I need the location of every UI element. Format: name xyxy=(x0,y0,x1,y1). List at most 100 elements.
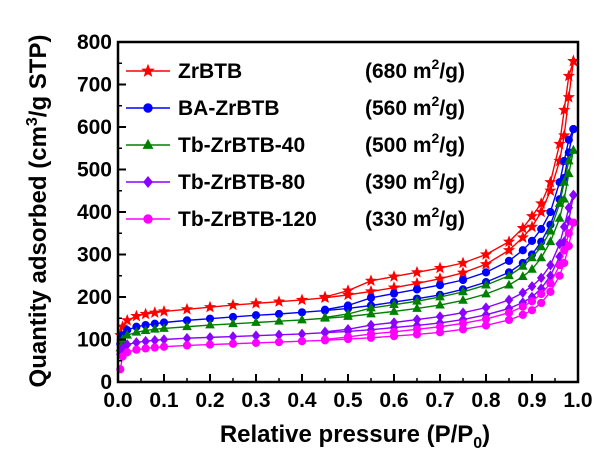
desorption-point xyxy=(568,145,579,154)
y-axis-title-superscript: 3 xyxy=(24,117,41,126)
desorption-point xyxy=(562,69,575,82)
legend-marker xyxy=(143,103,153,113)
legend-surface-area: (500 m2/g) xyxy=(365,130,465,157)
desorption-point xyxy=(569,125,578,134)
adsorption-point xyxy=(251,338,261,347)
legend-label: Tb-ZrBTB-40 xyxy=(178,134,305,157)
legend-label: Tb-ZrBTB-80 xyxy=(178,171,305,194)
adsorption-point xyxy=(504,315,514,325)
desorption-point xyxy=(518,287,528,299)
adsorption-point xyxy=(458,295,468,304)
y-tick-label: 600 xyxy=(77,116,112,139)
desorption-point xyxy=(458,286,468,296)
desorption-point xyxy=(435,291,445,301)
x-tick-label: 0.1 xyxy=(149,389,179,412)
x-tick-label: 0.9 xyxy=(517,389,546,412)
desorption-point xyxy=(481,268,491,277)
adsorption-point xyxy=(132,345,141,354)
desorption-point xyxy=(343,301,353,310)
adsorption-point xyxy=(149,323,160,333)
desorption-point xyxy=(569,218,578,227)
y-tick-label: 800 xyxy=(77,31,112,54)
desorption-point xyxy=(481,302,491,313)
series-tb-zrbtb-120 xyxy=(116,218,578,374)
desorption-point xyxy=(554,198,565,207)
desorption-point xyxy=(558,103,571,116)
series-tb-zrbtb-40 xyxy=(115,145,579,352)
adsorption-point xyxy=(456,266,470,278)
adsorption-point xyxy=(159,342,169,351)
legend-item: Tb-ZrBTB-40 (500 m2/g) xyxy=(126,130,465,157)
legend-surface-area-value: (330 m xyxy=(365,208,432,231)
desorption-point xyxy=(435,322,445,331)
desorption-point xyxy=(320,312,330,321)
legend-surface-area-value: (390 m xyxy=(365,171,432,194)
desorption-point xyxy=(537,289,546,299)
desorption-point xyxy=(564,229,573,238)
desorption-point xyxy=(412,314,422,325)
y-axis-title-end: /g STP) xyxy=(25,35,52,118)
adsorption-point xyxy=(182,341,192,350)
desorption-point xyxy=(412,285,422,294)
legend-surface-area-unit: /g) xyxy=(439,97,465,120)
desorption-point xyxy=(559,221,569,233)
x-tick-label: 1.0 xyxy=(563,389,592,412)
desorption-point xyxy=(527,236,537,245)
desorption-point xyxy=(555,238,564,250)
desorption-point xyxy=(366,329,376,339)
adsorption-point xyxy=(249,296,263,309)
adsorption-point xyxy=(341,288,355,301)
y-tick-label: 300 xyxy=(77,244,112,267)
desorption-point xyxy=(536,272,546,284)
desorption-point xyxy=(364,274,378,287)
desorption-point xyxy=(389,299,399,309)
adsorption-point xyxy=(297,314,307,324)
legend-surface-area-value: (680 m xyxy=(365,60,432,83)
plot-area xyxy=(114,54,580,374)
legend-item: Tb-ZrBTB-120 (330 m2/g) xyxy=(126,204,465,231)
y-tick-label: 100 xyxy=(77,329,112,352)
legend-surface-area-superscript: 2 xyxy=(432,204,440,220)
y-tick-label: 200 xyxy=(77,286,112,309)
y-axis: 0 100 200 300 400 500 600 700 800 xyxy=(77,31,126,394)
adsorption-point xyxy=(555,271,564,280)
legend-surface-area: (560 m2/g) xyxy=(365,93,465,120)
adsorption-point xyxy=(527,306,537,315)
desorption-point xyxy=(564,202,574,214)
desorption-point xyxy=(458,307,468,319)
desorption-point xyxy=(527,297,537,306)
desorption-point xyxy=(504,294,514,306)
desorption-point xyxy=(560,246,569,255)
adsorption-point xyxy=(366,308,376,318)
adsorption-point xyxy=(251,317,261,326)
desorption-point xyxy=(433,261,447,274)
legend-surface-area-unit: /g) xyxy=(439,208,465,231)
adsorption-point xyxy=(295,293,309,306)
adsorption-point xyxy=(502,243,516,256)
y-tick-label: 500 xyxy=(77,159,112,182)
desorption-point xyxy=(564,135,573,144)
desorption-point xyxy=(435,311,445,322)
x-axis-title: Relative pressure (P/P0) xyxy=(220,421,490,452)
desorption-point xyxy=(518,246,527,255)
desorption-point xyxy=(341,284,355,296)
desorption-point xyxy=(435,281,445,290)
desorption-point xyxy=(456,256,470,269)
adsorption-point xyxy=(535,205,548,218)
adsorption-point xyxy=(537,298,546,308)
adsorption-point xyxy=(205,340,215,349)
adsorption-point xyxy=(274,337,284,347)
desorption-point xyxy=(546,279,555,288)
desorption-point xyxy=(343,308,353,318)
adsorption-point xyxy=(518,310,527,319)
desorption-point xyxy=(527,281,537,292)
legend-surface-area-superscript: 2 xyxy=(432,93,440,109)
desorption-point xyxy=(458,275,468,285)
legend-label: BA-ZrBTB xyxy=(178,97,279,120)
desorption-point xyxy=(502,235,516,247)
legend-marker xyxy=(143,175,153,189)
adsorption-point xyxy=(481,288,491,298)
legend-surface-area-unit: /g) xyxy=(439,134,465,157)
adsorption-point xyxy=(297,337,307,346)
x-tick-label: 0.4 xyxy=(287,389,317,412)
